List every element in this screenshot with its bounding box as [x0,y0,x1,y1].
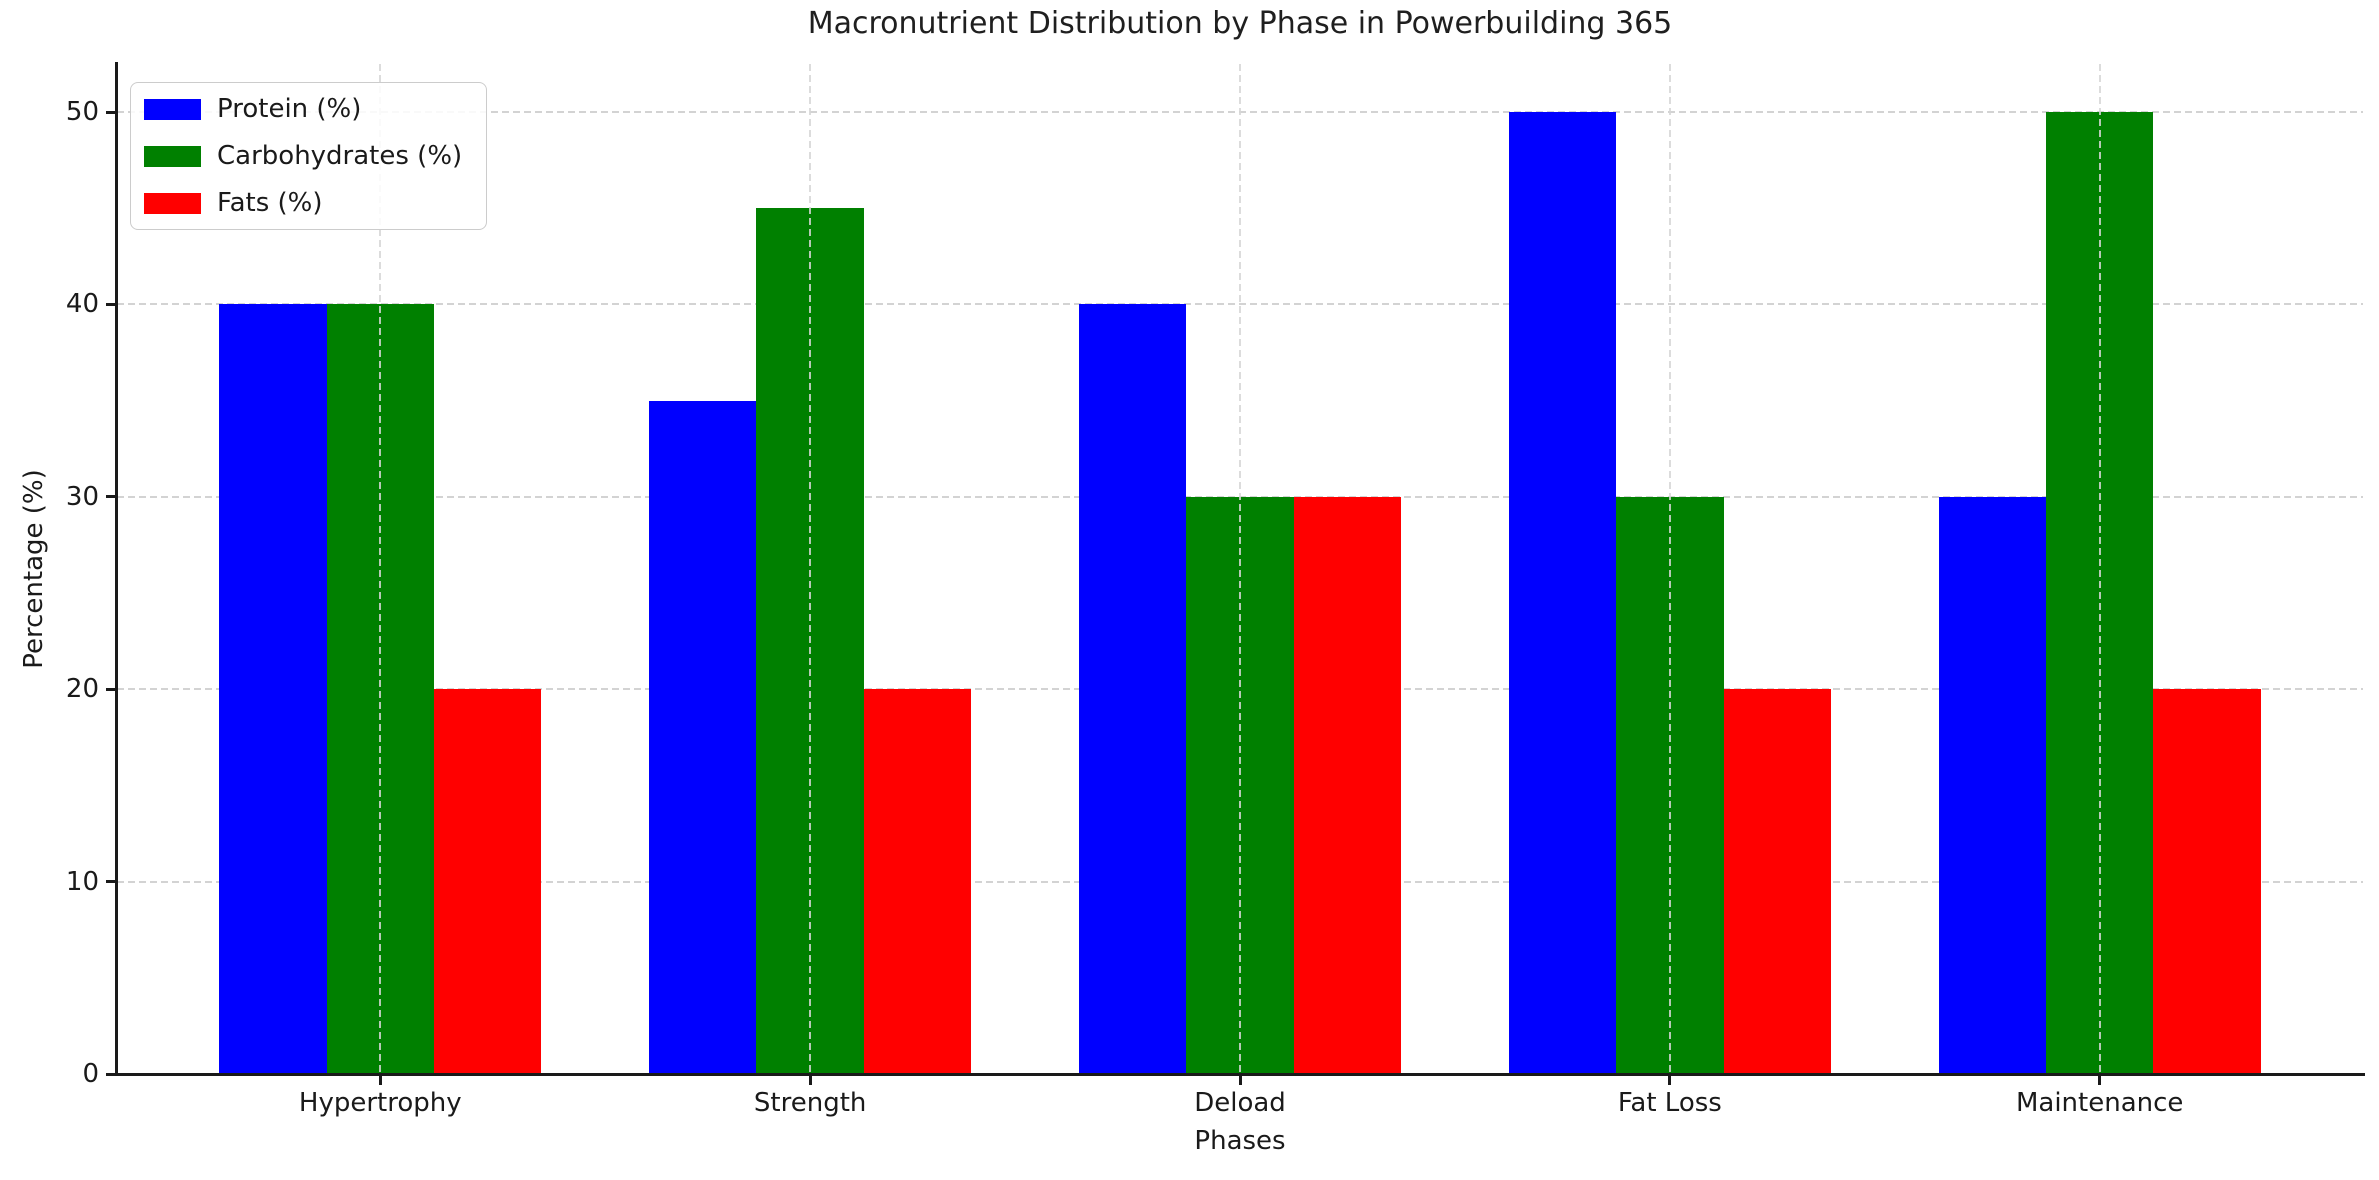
legend-swatch-fats [144,192,201,214]
legend-swatch-protein [144,98,201,120]
v-gridline-strength [809,64,812,1074]
x-tick-mark-hypertrophy [378,1074,382,1085]
y-axis-spine [115,62,118,1076]
bar-fats-hypertrophy [434,689,542,1074]
y-tick-label-20: 20 [65,674,99,705]
y-tick-label-50: 50 [65,97,99,128]
x-tick-label-deload: Deload [1194,1088,1286,1118]
legend-label: Fats (%) [217,188,323,218]
y-tick-label-0: 0 [82,1059,99,1089]
bar-protein-maintenance [1938,496,2046,1074]
legend: Protein (%) Carbohydrates (%) Fats (%) [130,82,488,230]
legend-label: Carbohydrates (%) [217,141,463,171]
y-tick-label-30: 30 [65,481,99,512]
y-tick-mark-10 [106,880,117,884]
v-gridline-hypertrophy [379,64,382,1074]
y-tick-label-10: 10 [65,866,99,897]
y-tick-label-40: 40 [65,289,99,320]
x-axis-spine [115,1073,2365,1076]
bar-protein-deload [1078,304,1187,1074]
bar-fats-fat-loss [1723,689,1832,1074]
legend-item-carbohydrates: Carbohydrates (%) [144,143,462,169]
x-tick-mark-deload [1238,1074,1242,1085]
x-tick-mark-fat-loss [1668,1074,1672,1085]
bar-fats-strength [863,689,972,1074]
x-tick-label-hypertrophy: Hypertrophy [298,1088,462,1118]
x-tick-label-maintenance: Maintenance [2015,1088,2184,1118]
y-tick-mark-50 [106,110,117,114]
bar-protein-strength [648,400,757,1074]
y-tick-mark-40 [106,302,117,306]
legend-swatch-carbohydrates [144,145,201,167]
bar-protein-fat-loss [1508,112,1617,1074]
legend-label: Protein (%) [217,94,362,124]
legend-item-protein: Protein (%) [144,96,462,122]
v-gridline-fat-loss [1668,64,1671,1074]
x-tick-label-fat-loss: Fat Loss [1617,1088,1722,1118]
y-tick-mark-20 [106,687,117,691]
bar-fats-maintenance [2153,689,2261,1074]
x-axis-title: Phases [1194,1126,1286,1156]
bar-protein-hypertrophy [219,304,327,1074]
v-gridline-deload [1239,64,1241,1074]
x-tick-mark-strength [808,1074,812,1085]
x-tick-label-strength: Strength [753,1088,867,1118]
bar-fats-deload [1293,496,1402,1074]
legend-item-fats: Fats (%) [144,190,462,216]
v-gridline-maintenance [2098,64,2101,1074]
y-tick-mark-0 [106,1072,117,1076]
x-tick-mark-maintenance [2098,1074,2102,1085]
chart-title: Macronutrient Distribution by Phase in P… [807,6,1673,41]
y-tick-mark-30 [106,495,117,499]
plot-area [115,62,2365,1076]
